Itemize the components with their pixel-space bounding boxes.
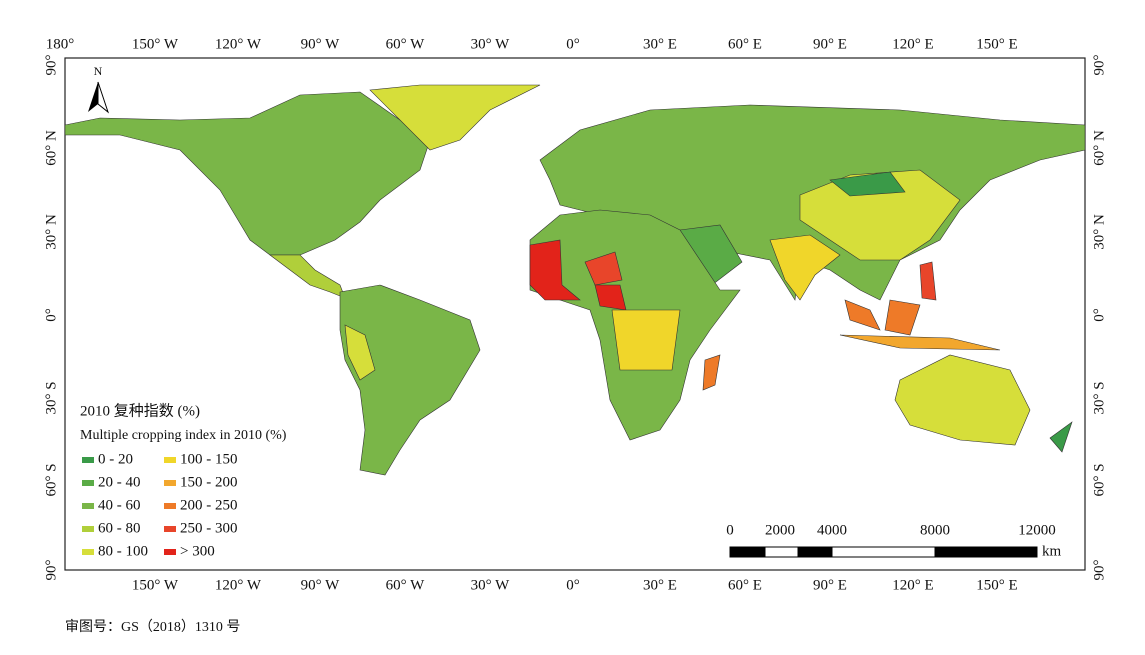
bottom-label: 60° E — [728, 577, 762, 593]
scale-label: 2000 — [765, 522, 795, 538]
left-label: 60° S — [43, 463, 59, 496]
legend-swatch — [82, 526, 94, 532]
legend-swatch — [164, 457, 176, 463]
scale-segment — [934, 546, 1038, 558]
legend-label: 0 - 20 — [98, 451, 133, 467]
top-label: 30° E — [643, 36, 677, 52]
left-label: 30° S — [43, 381, 59, 414]
right-label: 90° — [1091, 55, 1107, 76]
south-america — [339, 284, 481, 476]
top-label: 60° W — [386, 36, 425, 52]
legend-swatch — [82, 549, 94, 555]
bottom-label: 0° — [566, 577, 580, 593]
malaysia — [844, 299, 881, 331]
bottom-label: 60° W — [386, 577, 425, 593]
top-label: 90° E — [813, 36, 847, 52]
sahel — [584, 251, 623, 286]
left-label: 90° — [43, 560, 59, 581]
mongolia — [829, 171, 906, 197]
legend-swatch — [164, 526, 176, 532]
top-label: 60° E — [728, 36, 762, 52]
top-label: 90° W — [301, 36, 340, 52]
bottom-label: 120° E — [892, 577, 933, 593]
left-label: 90° — [43, 55, 59, 76]
bottom-label: 150° E — [976, 577, 1017, 593]
legend-label: 40 - 60 — [98, 497, 141, 513]
india — [769, 234, 841, 301]
legend-label: 100 - 150 — [180, 451, 238, 467]
bottom-label: 90° W — [301, 577, 340, 593]
legend-label: 20 - 40 — [98, 474, 141, 490]
indonesia — [839, 334, 1001, 351]
scale-label: 4000 — [817, 522, 847, 538]
legend-label: 60 - 80 — [98, 520, 141, 536]
scale-bar: 0 2000 4000 8000 12000 km — [726, 522, 1061, 559]
andes-west — [344, 324, 376, 381]
landmasses — [64, 84, 1086, 476]
left-label: 30° N — [43, 214, 59, 250]
australia — [894, 354, 1031, 446]
north-arrow-left — [88, 82, 98, 112]
north-label: N — [94, 64, 103, 78]
bottom-label: 90° E — [813, 577, 847, 593]
legend-swatch — [82, 503, 94, 509]
bottom-label: 30° W — [471, 577, 510, 593]
legend-swatch — [82, 480, 94, 486]
top-label: 120° E — [892, 36, 933, 52]
scale-label: 12000 — [1018, 522, 1056, 538]
legend-title-en: Multiple cropping index in 2010 (%) — [80, 428, 287, 443]
top-label: 120° W — [215, 36, 262, 52]
top-label: 150° W — [132, 36, 179, 52]
legend-swatch — [164, 549, 176, 555]
right-label: 30° N — [1091, 214, 1107, 250]
right-label: 60° S — [1091, 463, 1107, 496]
bottom-label: 150° W — [132, 577, 179, 593]
bottom-label: 120° W — [215, 577, 262, 593]
legend-swatch — [82, 457, 94, 463]
legend-label: 200 - 250 — [180, 497, 238, 513]
legend-background — [75, 400, 335, 565]
borneo — [884, 299, 921, 336]
legend-label: 80 - 100 — [98, 543, 148, 559]
left-label: 60° N — [43, 130, 59, 166]
madagascar — [702, 354, 721, 391]
top-label: 30° W — [471, 36, 510, 52]
scale-segment — [831, 546, 936, 558]
legend-swatch — [164, 503, 176, 509]
scale-label: 0 — [726, 522, 734, 538]
bottom-label: 30° E — [643, 577, 677, 593]
right-label: 30° S — [1091, 381, 1107, 414]
top-label: 0° — [566, 36, 580, 52]
left-label: 0° — [43, 308, 59, 322]
north-america — [64, 91, 431, 256]
scale-segment — [764, 546, 799, 558]
legend-label: 250 - 300 — [180, 520, 238, 536]
legend-swatch — [164, 480, 176, 486]
philippines — [919, 261, 937, 301]
right-label: 0° — [1091, 308, 1107, 322]
central-africa — [611, 309, 681, 371]
legend-label: > 300 — [180, 543, 215, 559]
footer: 审图号：GS（2018）1310 号 — [65, 619, 240, 635]
top-label: 150° E — [976, 36, 1017, 52]
north-arrow: N — [88, 64, 110, 114]
scale-label: 8000 — [920, 522, 950, 538]
west-africa — [529, 239, 581, 301]
scale-unit: km — [1042, 543, 1062, 559]
legend: 2010 复种指数 (%) Multiple cropping index in… — [75, 400, 335, 565]
right-label: 60° N — [1091, 130, 1107, 166]
legend-label: 150 - 200 — [180, 474, 238, 490]
top-label: 180° — [46, 36, 75, 52]
legend-title-cn: 2010 复种指数 (%) — [80, 401, 200, 419]
greenland — [369, 84, 541, 151]
right-label: 90° — [1091, 560, 1107, 581]
scale-segment — [797, 546, 833, 558]
scale-segment — [729, 546, 766, 558]
north-arrow-right — [97, 81, 110, 114]
new-zealand — [1049, 421, 1073, 453]
